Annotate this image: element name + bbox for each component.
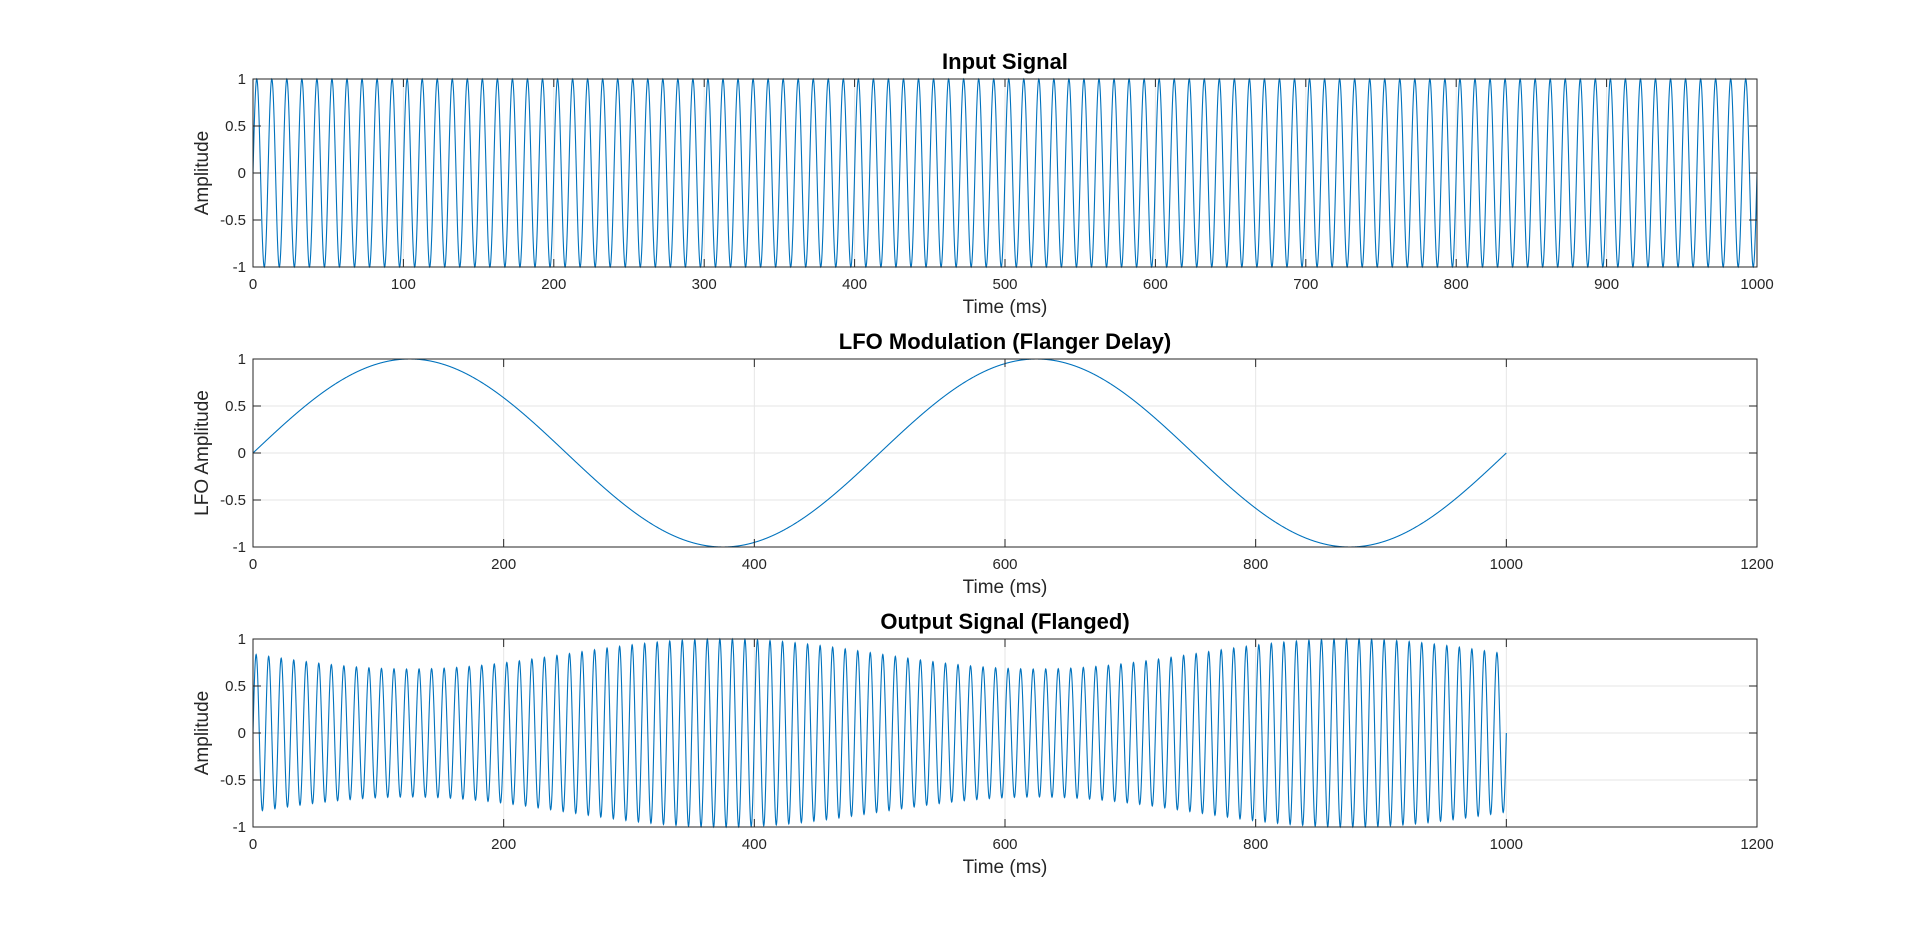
- y-tick-label: -0.5: [220, 772, 246, 789]
- x-tick-label: 600: [1143, 276, 1168, 293]
- y-axis-label: Amplitude: [192, 691, 213, 776]
- chart-title: Output Signal (Flanged): [880, 609, 1129, 634]
- chart-title: Input Signal: [942, 49, 1068, 74]
- x-tick-label: 1000: [1490, 836, 1523, 853]
- x-tick-label: 1000: [1490, 556, 1523, 573]
- x-tick-label: 900: [1594, 276, 1619, 293]
- x-tick-label: 0: [249, 556, 257, 573]
- x-tick-label: 1200: [1740, 836, 1773, 853]
- y-tick-label: 1: [238, 631, 246, 648]
- y-tick-label: 1: [238, 71, 246, 88]
- x-tick-label: 700: [1293, 276, 1318, 293]
- x-tick-label: 800: [1243, 836, 1268, 853]
- y-tick-label: 0.5: [225, 118, 246, 135]
- y-tick-label: -1: [233, 819, 246, 836]
- x-tick-label: 0: [249, 836, 257, 853]
- x-tick-label: 200: [491, 556, 516, 573]
- x-tick-label: 100: [391, 276, 416, 293]
- x-tick-label: 600: [992, 836, 1017, 853]
- y-tick-label: -1: [233, 259, 246, 276]
- x-tick-label: 1000: [1740, 276, 1773, 293]
- x-tick-label: 400: [842, 276, 867, 293]
- x-tick-label: 200: [491, 836, 516, 853]
- x-tick-label: 500: [992, 276, 1017, 293]
- series-line-1: [252, 358, 1507, 548]
- x-axis-label: Time (ms): [963, 297, 1048, 318]
- x-tick-label: 400: [742, 556, 767, 573]
- series-line-1: [252, 77, 1758, 269]
- x-tick-label: 800: [1444, 276, 1469, 293]
- subplot-3: 0 200 400 600 800 1000 1200 1 0.5 0 -0.5 -1 Output S…: [192, 609, 1774, 878]
- x-axis-label: Time (ms): [963, 577, 1048, 598]
- x-axis-label: Time (ms): [963, 857, 1048, 878]
- x-tick-label: 200: [541, 276, 566, 293]
- subplot-2: 0 200 400 600 800 1000 1200 1 0.5 0 -0.5 -1 LFO Modu…: [192, 329, 1774, 598]
- y-tick-label: -0.5: [220, 492, 246, 509]
- y-tick-label: 0: [238, 165, 246, 182]
- subplot-1: 0 100 200 300 400 500 600 700 800 900 1000 1 0.5 0 -0.…: [192, 49, 1774, 318]
- x-tick-label: 800: [1243, 556, 1268, 573]
- y-tick-label: 0: [238, 445, 246, 462]
- x-tick-label: 1200: [1740, 556, 1773, 573]
- y-axis-label: Amplitude: [192, 131, 213, 216]
- y-axis-label: LFO Amplitude: [192, 390, 213, 516]
- y-tick-label: -0.5: [220, 212, 246, 229]
- y-tick-label: -1: [233, 539, 246, 556]
- y-tick-label: 0.5: [225, 678, 246, 695]
- y-tick-label: 0: [238, 725, 246, 742]
- series-line-1: [252, 637, 1507, 829]
- y-tick-label: 0.5: [225, 398, 246, 415]
- x-tick-label: 300: [692, 276, 717, 293]
- chart-title: LFO Modulation (Flanger Delay): [839, 329, 1171, 354]
- y-tick-label: 1: [238, 351, 246, 368]
- x-tick-label: 400: [742, 836, 767, 853]
- x-tick-label: 0: [249, 276, 257, 293]
- x-tick-label: 600: [992, 556, 1017, 573]
